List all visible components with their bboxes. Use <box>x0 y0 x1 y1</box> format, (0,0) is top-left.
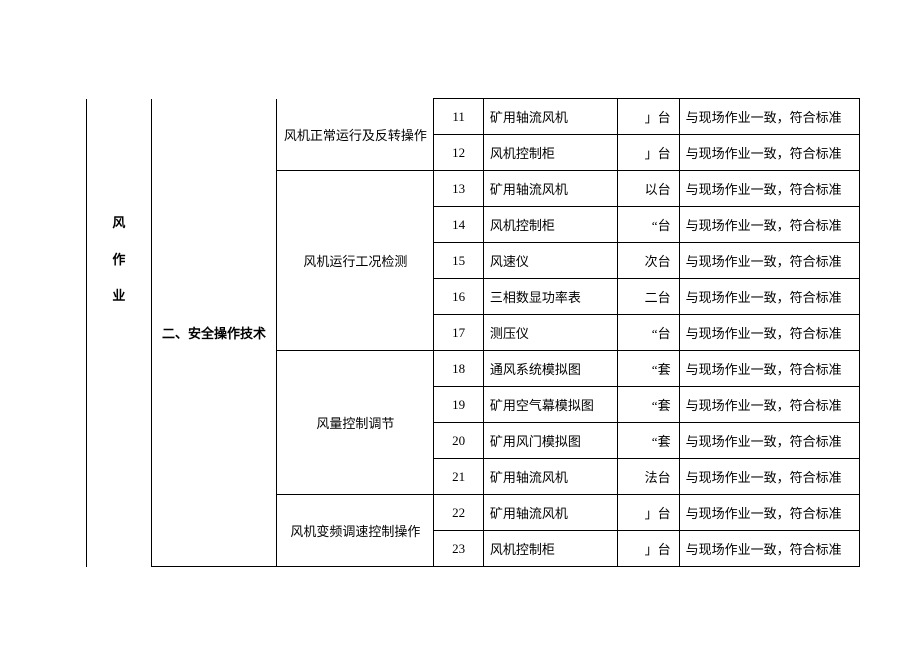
row-qty: 」台 <box>618 495 679 531</box>
row-qty: “台 <box>618 315 679 351</box>
row-item: 矿用轴流风机 <box>483 171 617 207</box>
row-qty: “套 <box>618 351 679 387</box>
group-label: 风机正常运行及反转操作 <box>277 99 434 171</box>
row-num: 13 <box>434 171 484 207</box>
row-num: 22 <box>434 495 484 531</box>
row-qty: 」台 <box>618 135 679 171</box>
row-note: 与现场作业一致，符合标准 <box>679 531 859 567</box>
row-item: 三相数显功率表 <box>483 279 617 315</box>
col-a-line: 业 <box>93 278 145 314</box>
row-item: 矿用空气幕模拟图 <box>483 387 617 423</box>
row-num: 14 <box>434 207 484 243</box>
row-note: 与现场作业一致，符合标准 <box>679 135 859 171</box>
row-qty: 二台 <box>618 279 679 315</box>
row-num: 16 <box>434 279 484 315</box>
row-qty: “台 <box>618 207 679 243</box>
group-label: 风机运行工况检测 <box>277 171 434 351</box>
row-qty: “套 <box>618 387 679 423</box>
col-a: 风 作 业 <box>87 99 152 567</box>
row-qty: 以台 <box>618 171 679 207</box>
row-qty: 」台 <box>618 99 679 135</box>
row-item: 测压仪 <box>483 315 617 351</box>
row-note: 与现场作业一致，符合标准 <box>679 351 859 387</box>
row-note: 与现场作业一致，符合标准 <box>679 459 859 495</box>
row-item: 矿用轴流风机 <box>483 99 617 135</box>
row-item: 风机控制柜 <box>483 207 617 243</box>
row-qty: 法台 <box>618 459 679 495</box>
row-num: 21 <box>434 459 484 495</box>
row-item: 风机控制柜 <box>483 135 617 171</box>
row-note: 与现场作业一致，符合标准 <box>679 243 859 279</box>
row-item: 通风系统模拟图 <box>483 351 617 387</box>
row-qty: 次台 <box>618 243 679 279</box>
equipment-table: 风 作 业 二、安全操作技术 风机正常运行及反转操作 11 矿用轴流风机 」台 … <box>86 98 860 567</box>
row-note: 与现场作业一致，符合标准 <box>679 495 859 531</box>
group-label: 风机变频调速控制操作 <box>277 495 434 567</box>
group-label: 风量控制调节 <box>277 351 434 495</box>
row-num: 15 <box>434 243 484 279</box>
row-note: 与现场作业一致，符合标准 <box>679 315 859 351</box>
row-item: 风机控制柜 <box>483 531 617 567</box>
row-item: 矿用轴流风机 <box>483 459 617 495</box>
row-item: 风速仪 <box>483 243 617 279</box>
row-note: 与现场作业一致，符合标准 <box>679 423 859 459</box>
col-b: 二、安全操作技术 <box>151 99 277 567</box>
row-note: 与现场作业一致，符合标准 <box>679 207 859 243</box>
row-note: 与现场作业一致，符合标准 <box>679 387 859 423</box>
row-item: 矿用轴流风机 <box>483 495 617 531</box>
row-num: 23 <box>434 531 484 567</box>
col-a-line: 作 <box>93 242 145 278</box>
row-num: 19 <box>434 387 484 423</box>
row-num: 17 <box>434 315 484 351</box>
row-item: 矿用风门模拟图 <box>483 423 617 459</box>
row-qty: “套 <box>618 423 679 459</box>
row-num: 12 <box>434 135 484 171</box>
row-num: 11 <box>434 99 484 135</box>
table-row: 风 作 业 二、安全操作技术 风机正常运行及反转操作 11 矿用轴流风机 」台 … <box>87 99 860 135</box>
row-qty: 」台 <box>618 531 679 567</box>
row-num: 18 <box>434 351 484 387</box>
row-note: 与现场作业一致，符合标准 <box>679 171 859 207</box>
row-num: 20 <box>434 423 484 459</box>
col-a-line: 风 <box>93 205 145 241</box>
row-note: 与现场作业一致，符合标准 <box>679 99 859 135</box>
row-note: 与现场作业一致，符合标准 <box>679 279 859 315</box>
